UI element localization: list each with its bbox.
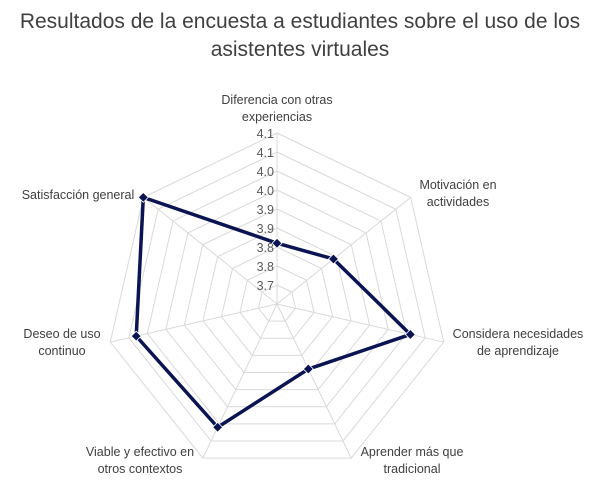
tick-label: 4.1 [257, 146, 274, 160]
grid-ring [109, 132, 445, 459]
data-point-marker [212, 421, 224, 433]
category-label: otros contextos [98, 462, 183, 476]
tick-label: 3.9 [257, 222, 274, 236]
grid-ring [239, 265, 315, 339]
data-point-marker [137, 191, 149, 203]
data-point-marker [404, 328, 416, 340]
chart-title: Resultados de la encuesta a estudiantes … [19, 10, 581, 61]
category-label: Diferencia con otras [221, 93, 332, 107]
data-point-marker [327, 253, 339, 265]
tick-label: 4.0 [257, 165, 274, 179]
category-label: continuo [38, 344, 85, 358]
grid-ring [257, 284, 297, 322]
grid-ring [165, 189, 389, 408]
axis-spoke [142, 196, 278, 305]
data-point-marker [130, 330, 142, 342]
tick-label: 3.8 [257, 241, 274, 255]
axis-spoke [276, 303, 444, 343]
tick-label: 4.0 [257, 184, 274, 198]
grid-ring [128, 151, 426, 442]
category-label: experiencias [242, 110, 312, 124]
category-label: Deseo de uso [23, 327, 100, 341]
category-label: Viable y efectivo en [86, 445, 194, 459]
category-label: Considera necesidades [453, 327, 584, 341]
category-label: actividades [427, 195, 490, 209]
tick-label: 3.9 [257, 203, 274, 217]
axis-spoke [202, 303, 278, 459]
category-label: Aprender más que [361, 445, 464, 459]
data-point-marker [271, 237, 283, 249]
data-point-marker [302, 363, 314, 375]
category-label: Motivación en [419, 178, 496, 192]
category-label: tradicional [384, 462, 441, 476]
axis-spoke [276, 196, 412, 305]
grid-ring [146, 170, 408, 425]
series-line [134, 195, 413, 430]
category-label: de aprendizaje [477, 344, 559, 358]
tick-label: 4.1 [257, 127, 274, 141]
tick-label: 3.8 [257, 260, 274, 274]
axis-spoke [276, 303, 352, 459]
tick-label: 3.7 [257, 279, 274, 293]
category-label: Satisfacción general [22, 188, 135, 202]
grid-ring [220, 246, 334, 356]
grid-ring [202, 227, 352, 373]
